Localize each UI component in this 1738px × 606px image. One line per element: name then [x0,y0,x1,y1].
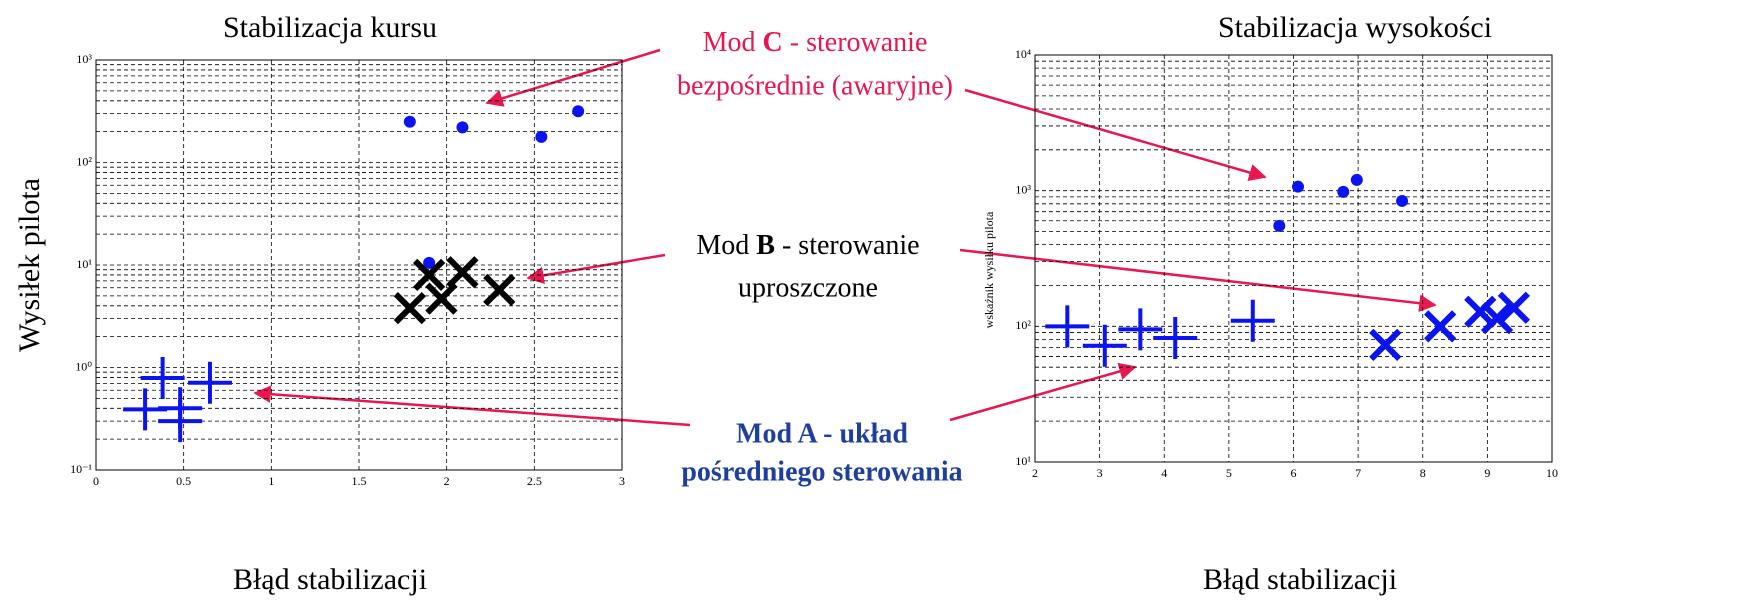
plus-marker [1082,324,1127,367]
annotation-part: C [763,27,783,58]
annotation-part: Mod [703,27,763,58]
x-tick-label: 2.5 [527,474,542,488]
annotation-c: Mod C - sterowanie [703,27,928,58]
dot [1292,180,1305,193]
x-tick-label: 9 [1484,466,1490,480]
x-marker [413,258,446,292]
plus-marker [1045,305,1090,348]
x-tick-label: 1.5 [352,474,367,488]
chart-title: Stabilizacja wysokości [1218,11,1492,44]
plus-marker [1230,299,1275,342]
dot [403,115,416,128]
x-marker [1369,328,1402,361]
chart: Stabilizacja kursu Błąd stabilizacji Wysił… [13,11,625,596]
plus-marker [1153,317,1198,360]
arrow [485,48,661,107]
arrow [526,253,666,285]
x-marker [1464,295,1497,328]
dot [572,105,585,118]
x-tick-label: 0.5 [176,474,191,488]
dot [1273,219,1286,232]
plus-marker [187,361,232,404]
y-axis-label: Wysiłek pilota [13,178,46,352]
arrow [964,88,1267,182]
chart: Stabilizacja wysokości Błąd stabilizacji w… [982,11,1558,596]
dot [423,256,436,269]
dot [1337,185,1350,198]
arrow [959,248,1437,312]
x-tick-label: 6 [1291,466,1297,480]
x-marker [1424,310,1457,343]
x-tick-label: 4 [1161,466,1167,480]
y-tick-label: 10³ [1015,182,1031,196]
x-tick-label: 3 [1097,466,1103,480]
annotation-c: bezpośrednie (awaryjne) [677,70,953,101]
y-tick-label: 10⁰ [75,359,92,373]
x-axis-label: Błąd stabilizacji [233,563,427,596]
annotation-part: Mod [696,230,756,261]
plus-marker [140,356,185,399]
dot [535,130,548,143]
x-marker [393,291,426,325]
y-tick-label: 10² [1015,318,1031,332]
y-tick-label: 10² [76,154,92,168]
annotation-b: uproszczone [738,272,878,303]
dot [1350,173,1363,186]
plus-marker [1118,308,1163,351]
annotation-part: - sterowanie [783,27,928,58]
annotation-part: B [756,230,775,261]
annotation-arrows [253,48,1437,427]
x-tick-label: 2 [1032,466,1038,480]
x-tick-label: 7 [1355,466,1361,480]
y-axis-label: wskaźnik wysiłku pilota [982,211,996,328]
plus-marker [158,387,203,430]
plot-frame [1034,54,1553,463]
arrow [253,385,691,427]
x-marker [446,256,479,289]
annotation-a: pośredniego sterowania [681,456,962,487]
x-tick-label: 1 [268,474,274,488]
annotation-a: Mod A - układ [736,418,908,449]
x-marker [1497,291,1530,324]
chart-title: Stabilizacja kursu [223,11,437,44]
annotation-b: Mod B - sterowanie [696,230,919,261]
x-tick-label: 5 [1226,466,1232,480]
arrow [949,362,1137,422]
y-tick-label: 10¹ [76,257,92,271]
plot-frame [95,59,623,471]
x-tick-label: 2 [444,474,450,488]
dot [1396,194,1409,207]
x-tick-label: 3 [619,474,625,488]
x-marker [1480,301,1514,335]
x-axis-label: Błąd stabilizacji [1203,563,1397,596]
annotation-part: - sterowanie [775,230,920,261]
x-marker [483,273,516,307]
x-tick-label: 8 [1420,466,1426,480]
y-tick-label: 10⁻¹ [70,462,92,476]
dot [456,121,469,134]
y-tick-label: 10³ [76,52,92,66]
x-marker [425,282,458,315]
x-tick-label: 0 [93,474,99,488]
x-tick-label: 10 [1546,466,1558,480]
y-tick-label: 10¹ [1015,454,1031,468]
y-tick-label: 10⁴ [1015,47,1031,61]
